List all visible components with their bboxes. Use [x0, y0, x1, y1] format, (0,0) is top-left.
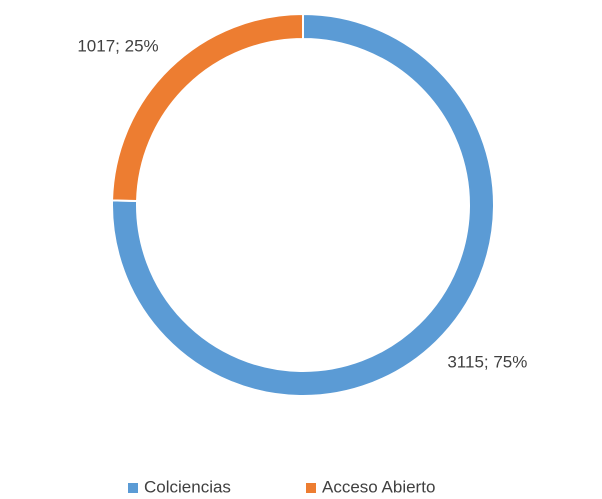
legend-label: Colciencias [144, 477, 231, 496]
legend-swatch [306, 483, 316, 493]
data-label: 3115; 75% [447, 353, 527, 372]
legend-swatch [128, 483, 138, 493]
data-label: 1017; 25% [77, 36, 158, 55]
legend-label: Acceso Abierto [322, 477, 435, 496]
donut-segment [111, 12, 495, 397]
donut-segment [111, 12, 304, 202]
